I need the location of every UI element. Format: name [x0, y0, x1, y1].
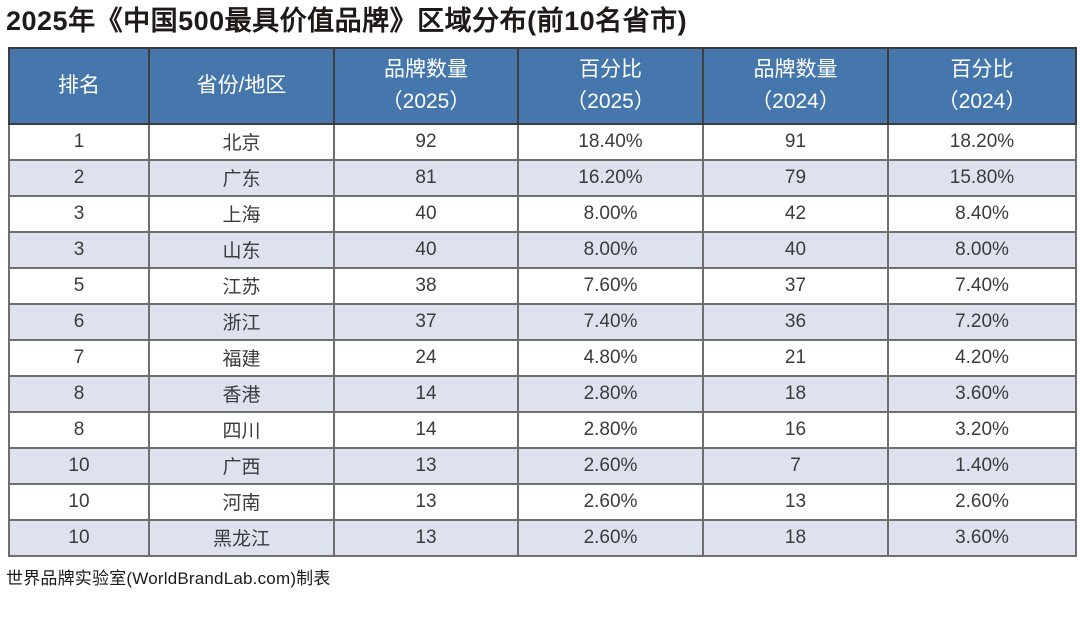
table-cell: 10: [8, 446, 150, 485]
table-row: 2 广东 81 16.20% 79 15.80%: [8, 158, 1077, 197]
table-cell: 37: [333, 302, 519, 341]
column-header: 百分比 （2025）: [517, 46, 704, 125]
table-row: 10 黑龙江 13 2.60% 18 3.60%: [8, 518, 1077, 557]
table-cell: 91: [702, 122, 889, 161]
column-header: 百分比 （2024）: [887, 46, 1077, 125]
page-title: 2025年《中国500最具价值品牌》区域分布(前10名省市): [6, 6, 688, 36]
table-cell: 7.20%: [887, 302, 1077, 341]
table-cell: 2.60%: [517, 482, 704, 521]
table-cell: 上海: [148, 194, 335, 233]
table-cell: 8.00%: [887, 230, 1077, 269]
table-row: 10 河南 13 2.60% 13 2.60%: [8, 482, 1077, 521]
table-cell: 1.40%: [887, 446, 1077, 485]
table-cell: 浙江: [148, 302, 335, 341]
table-row: 7 福建 24 4.80% 21 4.20%: [8, 338, 1077, 377]
column-header: 省份/地区: [148, 46, 335, 125]
region-distribution-table: 排名 省份/地区 品牌数量 （2025） 百分比 （2025） 品牌数量 （2024）百…: [8, 46, 1077, 557]
table-cell: 8: [8, 410, 150, 449]
table-cell: 40: [333, 194, 519, 233]
table-row: 6 浙江 37 7.40% 36 7.20%: [8, 302, 1077, 341]
table-cell: 3: [8, 194, 150, 233]
table-cell: 18: [702, 518, 889, 557]
table-row: 3 上海 40 8.00% 42 8.40%: [8, 194, 1077, 233]
table-cell: 7.40%: [887, 266, 1077, 305]
table-cell: 15.80%: [887, 158, 1077, 197]
table-cell: 13: [333, 482, 519, 521]
table-cell: 7: [702, 446, 889, 485]
table-cell: 2: [8, 158, 150, 197]
source-credit: 世界品牌实验室(WorldBrandLab.com)制表: [6, 568, 331, 588]
table-cell: 38: [333, 266, 519, 305]
table-row: 10 广西 13 2.60% 7 1.40%: [8, 446, 1077, 485]
table-cell: 6: [8, 302, 150, 341]
table-cell: 3.60%: [887, 518, 1077, 557]
table-cell: 2.80%: [517, 410, 704, 449]
table-cell: 40: [333, 230, 519, 269]
table-cell: 江苏: [148, 266, 335, 305]
table-cell: 5: [8, 266, 150, 305]
header-row: 排名 省份/地区 品牌数量 （2025） 百分比 （2025） 品牌数量 （2024）百…: [8, 46, 1077, 125]
table-cell: 81: [333, 158, 519, 197]
table-cell: 香港: [148, 374, 335, 413]
table-row: 8 香港 14 2.80% 18 3.60%: [8, 374, 1077, 413]
table-cell: 四川: [148, 410, 335, 449]
table-cell: 13: [702, 482, 889, 521]
table-cell: 16.20%: [517, 158, 704, 197]
table-cell: 山东: [148, 230, 335, 269]
table-cell: 4.20%: [887, 338, 1077, 377]
table-cell: 37: [702, 266, 889, 305]
table-cell: 3.20%: [887, 410, 1077, 449]
table-cell: 79: [702, 158, 889, 197]
table-cell: 2.60%: [887, 482, 1077, 521]
table-cell: 黑龙江: [148, 518, 335, 557]
column-header: 品牌数量 （2024）: [702, 46, 889, 125]
table-cell: 4.80%: [517, 338, 704, 377]
table-row: 8 四川 14 2.80% 16 3.20%: [8, 410, 1077, 449]
table-cell: 北京: [148, 122, 335, 161]
table-cell: 8: [8, 374, 150, 413]
table-cell: 8.00%: [517, 230, 704, 269]
table-cell: 42: [702, 194, 889, 233]
table-cell: 7.60%: [517, 266, 704, 305]
table-cell: 13: [333, 518, 519, 557]
table-body: 1 北京 92 18.40% 91 18.20% 2 广东 81 16.20% 79 15.80% 3 上…: [8, 122, 1077, 557]
table-cell: 10: [8, 482, 150, 521]
table-cell: 2.60%: [517, 446, 704, 485]
table-cell: 92: [333, 122, 519, 161]
table-cell: 10: [8, 518, 150, 557]
table-cell: 7: [8, 338, 150, 377]
table-cell: 14: [333, 410, 519, 449]
table-cell: 8.40%: [887, 194, 1077, 233]
table-cell: 2.60%: [517, 518, 704, 557]
table-cell: 40: [702, 230, 889, 269]
table-cell: 24: [333, 338, 519, 377]
table-cell: 8.00%: [517, 194, 704, 233]
table-cell: 广西: [148, 446, 335, 485]
table-cell: 21: [702, 338, 889, 377]
table-cell: 3.60%: [887, 374, 1077, 413]
table-cell: 1: [8, 122, 150, 161]
table-row: 1 北京 92 18.40% 91 18.20%: [8, 122, 1077, 161]
table-row: 3 山东 40 8.00% 40 8.00%: [8, 230, 1077, 269]
table-row: 5 江苏 38 7.60% 37 7.40%: [8, 266, 1077, 305]
column-header: 品牌数量 （2025）: [333, 46, 519, 125]
table-cell: 3: [8, 230, 150, 269]
table-cell: 18: [702, 374, 889, 413]
table-cell: 13: [333, 446, 519, 485]
table-cell: 广东: [148, 158, 335, 197]
table-cell: 36: [702, 302, 889, 341]
table-cell: 16: [702, 410, 889, 449]
table-cell: 福建: [148, 338, 335, 377]
table-cell: 18.40%: [517, 122, 704, 161]
table-cell: 河南: [148, 482, 335, 521]
column-header: 排名: [8, 46, 150, 125]
table-header: 排名 省份/地区 品牌数量 （2025） 百分比 （2025） 品牌数量 （2024）百…: [8, 46, 1077, 125]
table-cell: 18.20%: [887, 122, 1077, 161]
table-cell: 7.40%: [517, 302, 704, 341]
table-cell: 14: [333, 374, 519, 413]
table-cell: 2.80%: [517, 374, 704, 413]
